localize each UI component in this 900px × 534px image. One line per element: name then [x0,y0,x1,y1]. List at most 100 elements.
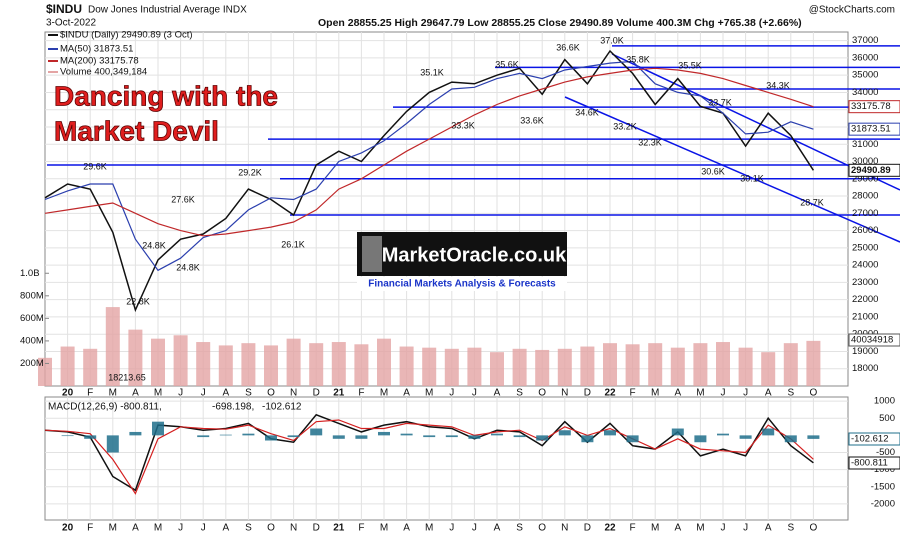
x-tick-label: M [696,523,704,534]
x-tick-label: 21 [333,523,345,534]
volume-bar [422,347,437,386]
legend-entry: $INDU (Daily) 29490.89 (3 Oct) [60,30,193,41]
volume-bar [286,338,301,386]
ohlc: Open 28855.25 High 29647.79 Low 28855.25… [318,17,802,29]
volume-bar [693,343,708,386]
x-tick-label: N [561,388,568,399]
x-tick-label: N [290,388,297,399]
x-tick-label: F [87,388,93,399]
volume-bar [264,345,278,386]
volume-bar [761,352,776,386]
x-tick-label: O [267,523,275,534]
x-tick-label: M [696,388,704,399]
x-tick-label: A [403,388,410,399]
x-tick-label: M [651,388,659,399]
x-tick-label: F [358,388,364,399]
y-tick-label: 600M [20,313,44,324]
histogram-bar [445,435,458,438]
series-line [44,419,814,495]
histogram-bar [197,435,210,438]
x-tick-label: M [425,388,433,399]
y-tick-label: 24000 [852,260,878,271]
x-tick-label: O [810,523,818,534]
histogram-bar [423,435,436,438]
x-tick-label: O [810,388,818,399]
volume-bar [512,348,527,386]
logo-sub: Financial Markets Analysis & Forecasts [368,279,556,290]
histogram-bar [671,428,684,436]
logo-icon [362,236,382,272]
x-tick-label: M [109,388,117,399]
y-tick-label: 800M [20,290,44,301]
volume-bar [331,342,346,386]
histogram-bar [807,435,820,439]
y-tick-label: 30000 [852,156,878,167]
volume-bar [648,343,663,386]
histogram-bar [739,435,752,439]
annotation: 37.0K [600,35,624,45]
overlay-title: Market Devil [54,115,219,146]
x-tick-label: A [132,388,139,399]
price-layer [44,49,815,313]
histogram-bar [717,433,729,436]
volume-bar [241,343,256,386]
histogram-bar [604,430,616,436]
x-tick-label: F [358,523,364,534]
histogram-bar [626,435,639,443]
series-line [44,49,815,313]
volume-bar [490,352,504,386]
volume-bar [377,338,391,386]
y-tick-label: -2000 [871,498,895,509]
x-tick-label: M [651,523,659,534]
annotation: 33.3K [451,120,475,130]
annotation: 26.1K [281,239,305,249]
histogram-bar [468,435,481,439]
x-tick-label: 22 [604,388,616,399]
volume-bar [38,357,52,386]
volume-bar [580,346,595,386]
x-tick-label: A [222,523,229,534]
value-tag: -800.811 [851,458,888,469]
x-tick-label: A [132,523,139,534]
y-tick-label: -1500 [871,481,895,492]
legend-entry: Volume 400,349,184 [60,67,147,78]
x-tick-label: S [245,388,252,399]
y-tick-label: 400M [20,335,44,346]
volume-bar [60,346,75,386]
y-tick-label: 26000 [852,225,878,236]
value-tag: 31873.51 [851,124,891,135]
value-tag-box [848,456,900,470]
x-tick-label: J [178,523,183,534]
annotation: 29.2K [238,167,262,177]
x-tick-label: S [245,523,252,534]
macd-legend: -102.612 [262,402,302,413]
legend-entry: MA(200) 33175.78 [60,56,139,67]
histogram-bar [694,435,707,443]
x-tick-label: J [721,523,726,534]
volume-bar [173,335,188,386]
volume-layer [38,307,821,386]
volume-bar [716,342,730,386]
annotation: 30.1K [740,173,764,183]
logo-sub-box [357,277,567,291]
x-tick-label: J [472,388,477,399]
macd-layer [44,413,820,495]
histogram-bar [400,433,413,436]
x-tick-label: J [721,388,726,399]
annotation: 34.6K [575,107,599,117]
volume-bar [128,329,143,386]
symbol-name: Dow Jones Industrial Average INDX [88,5,247,16]
volume-bar [625,344,640,386]
x-tick-label: D [313,388,320,399]
x-tick-label: J [449,388,454,399]
y-tick-label: 25000 [852,242,878,253]
histogram-bar [513,435,526,438]
annotation: 35.5K [678,60,702,70]
symbol: $INDU [46,2,82,16]
x-tick-label: M [425,523,433,534]
macd-legend: -698.198, [212,402,254,413]
y-tick-label: 37000 [852,35,878,46]
annotation: 27.6K [171,194,195,204]
x-tick-label: J [201,523,206,534]
